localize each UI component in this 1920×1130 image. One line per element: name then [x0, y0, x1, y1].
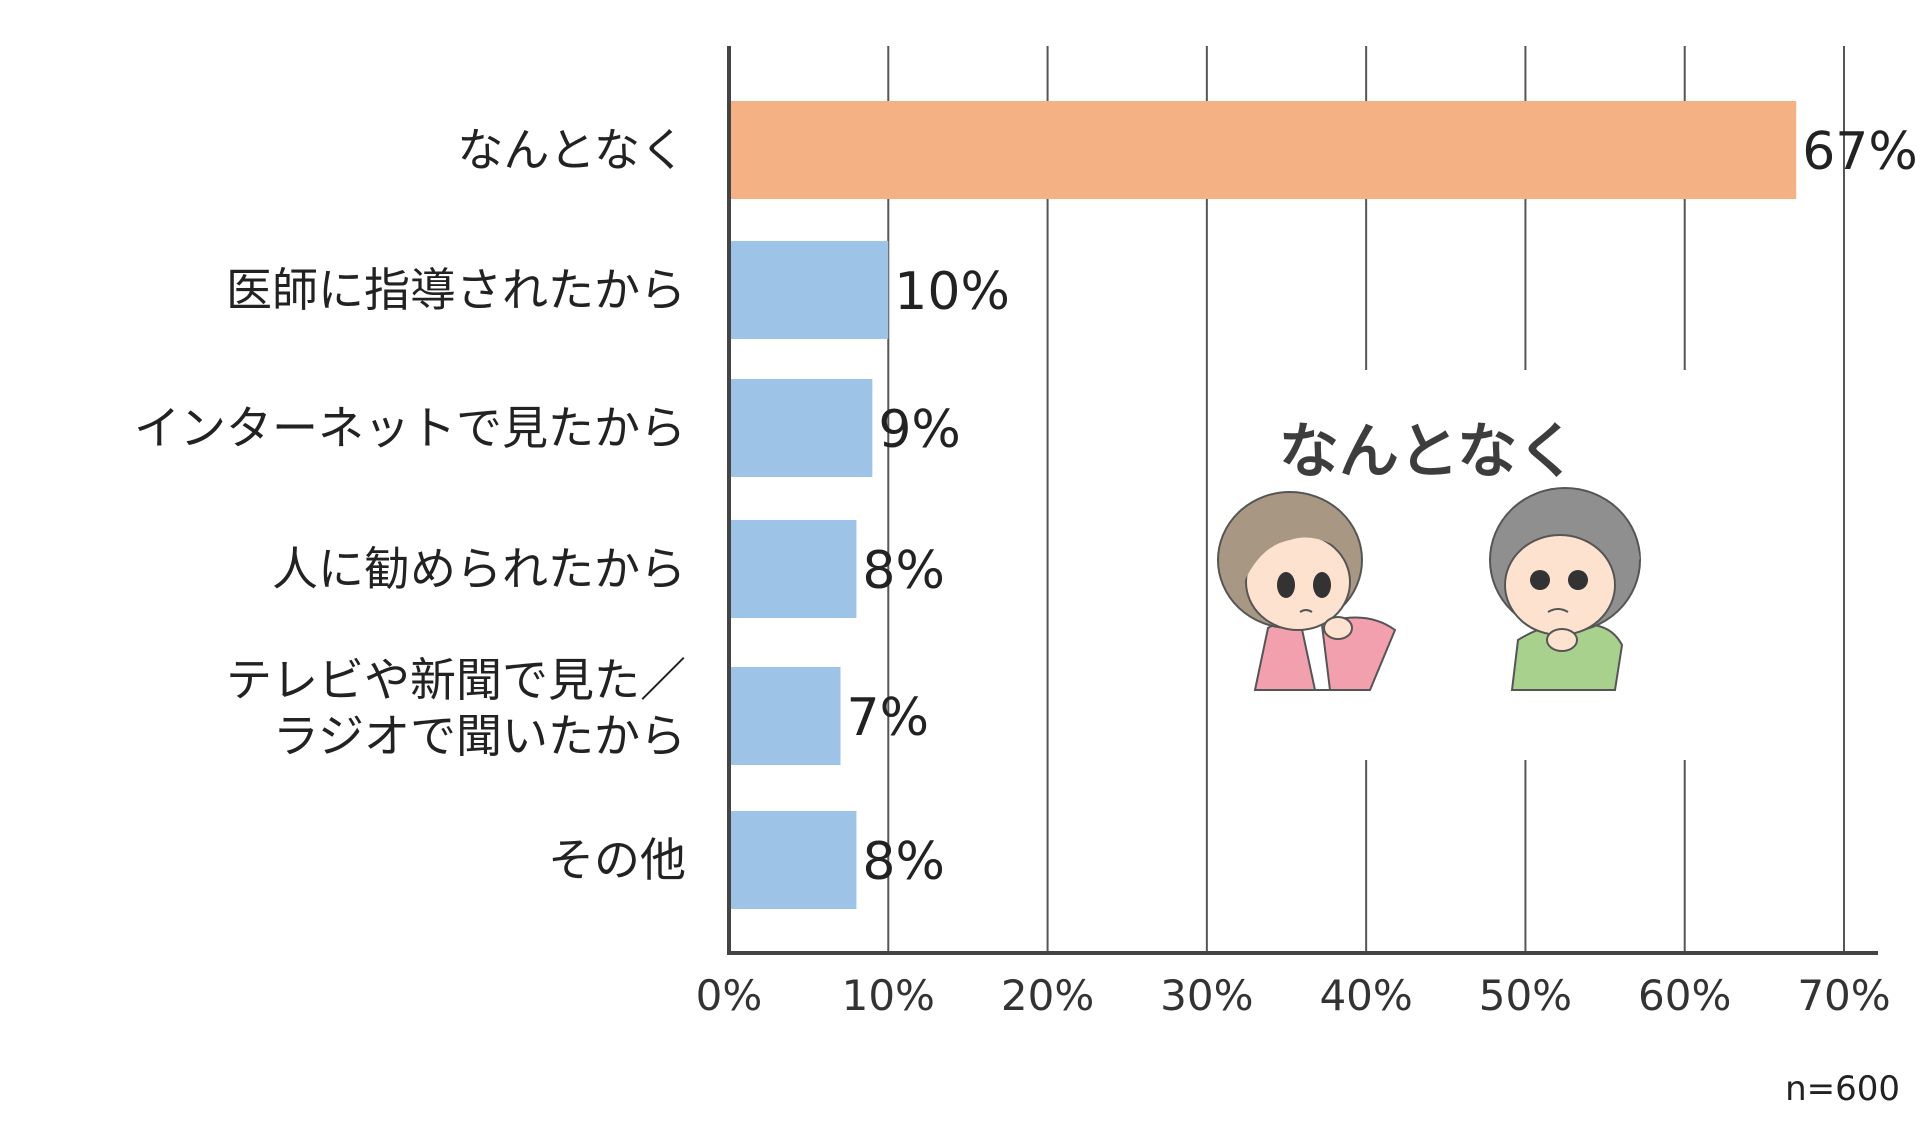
bar	[731, 811, 857, 909]
value-label: 7%	[847, 688, 930, 748]
value-label: 9%	[878, 400, 961, 460]
x-tick-label: 50%	[1479, 971, 1572, 1020]
bar	[731, 667, 841, 765]
x-tick-label: 10%	[842, 971, 935, 1020]
man-thinking-figure	[1489, 487, 1641, 691]
category-label-line: テレビや新聞で見た／	[226, 653, 686, 707]
category-label: テレビや新聞で見た／ラジオで聞いたから	[226, 653, 686, 763]
woman-thinking-figure	[1217, 491, 1397, 691]
illustration: なんとなく	[1217, 370, 1700, 760]
x-tick-label: 70%	[1797, 971, 1890, 1020]
bar	[731, 520, 857, 618]
x-tick-label: 20%	[1001, 971, 1094, 1020]
x-tick-label: 0%	[696, 971, 763, 1020]
x-tick-label: 30%	[1160, 971, 1253, 1020]
sample-size-note: n=600	[1785, 1069, 1900, 1109]
value-label: 10%	[894, 262, 1010, 322]
category-label: その他	[548, 833, 686, 887]
value-label: 67%	[1802, 122, 1918, 182]
category-label: なんとなく	[457, 123, 686, 177]
category-labels: なんとなく医師に指導されたからインターネットで見たから人に勧められたからテレビや…	[134, 123, 686, 887]
bar	[731, 101, 1797, 199]
bar	[731, 241, 889, 339]
bars	[731, 101, 1797, 909]
callout-text: なんとなく	[1279, 417, 1577, 487]
category-label-line: ラジオで聞いたから	[273, 709, 686, 763]
value-label: 8%	[862, 832, 945, 892]
bar	[731, 379, 873, 477]
category-label: 医師に指導されたから	[226, 263, 686, 317]
x-tick-label: 60%	[1638, 971, 1731, 1020]
value-labels: 67% 10% 9% 8% 7% 8%	[847, 122, 1918, 892]
category-label: インターネットで見たから	[134, 401, 686, 455]
tick-labels: 0% 10% 20% 30% 40% 50% 60% 70%	[696, 971, 1891, 1020]
axes	[727, 46, 1878, 955]
x-tick-label: 40%	[1319, 971, 1412, 1020]
category-label: 人に勧められたから	[272, 542, 686, 596]
value-label: 8%	[862, 541, 945, 601]
